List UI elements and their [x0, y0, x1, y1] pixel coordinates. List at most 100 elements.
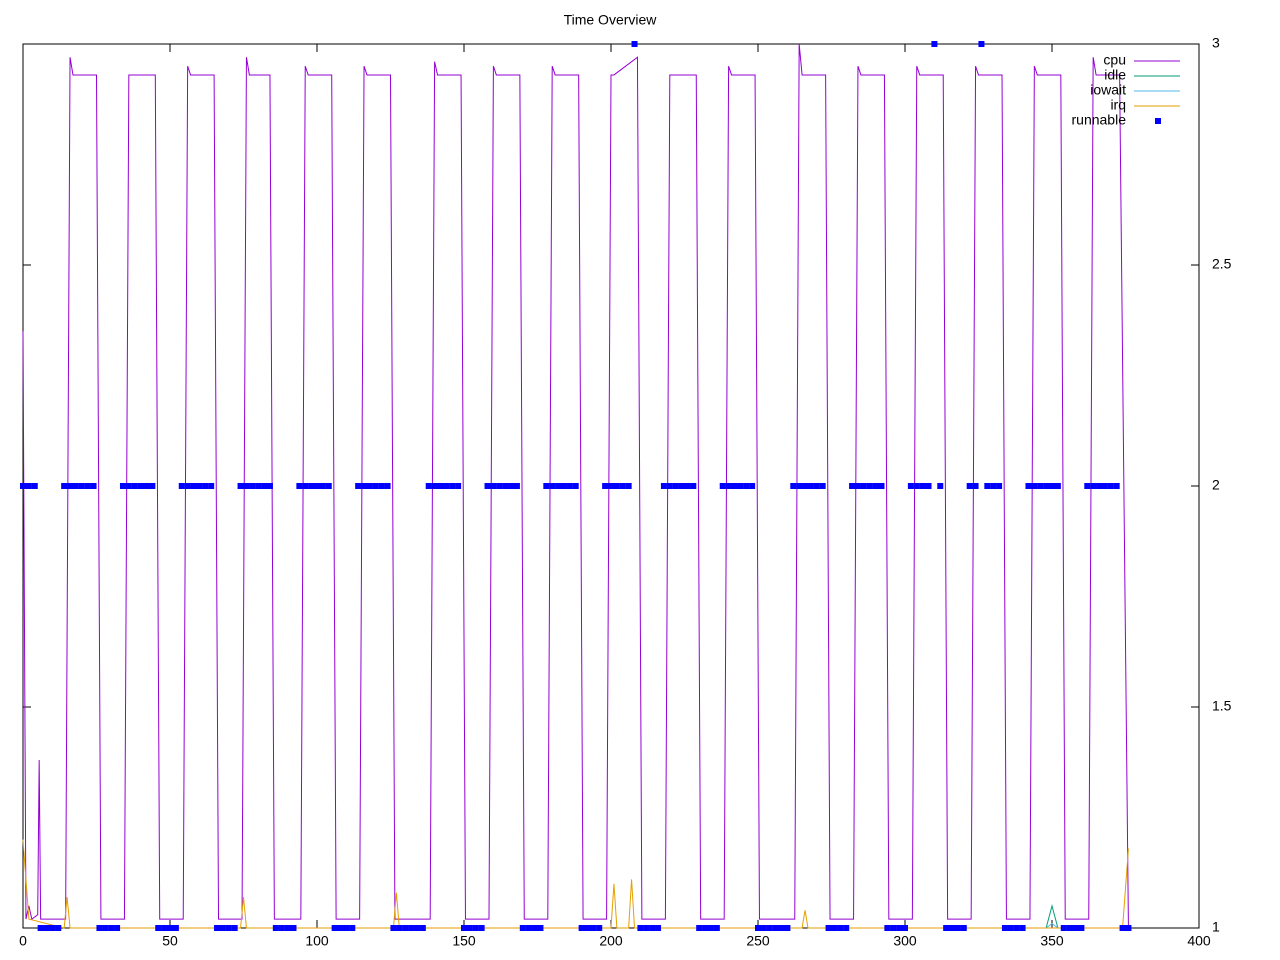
- point: [1078, 925, 1085, 931]
- point: [84, 483, 91, 489]
- point: [678, 483, 685, 489]
- point: [843, 925, 850, 931]
- point: [413, 925, 420, 931]
- x-tick-label: 350: [1040, 933, 1064, 949]
- point: [590, 925, 597, 931]
- point: [807, 483, 814, 489]
- point: [619, 483, 626, 489]
- point: [772, 925, 779, 931]
- point: [1037, 483, 1044, 489]
- point: [443, 483, 450, 489]
- point: [214, 925, 221, 931]
- x-tick-label: 200: [599, 933, 623, 949]
- point: [1054, 483, 1061, 489]
- x-tick-label: 0: [19, 933, 27, 949]
- point: [602, 483, 609, 489]
- point: [331, 925, 338, 931]
- point: [31, 483, 38, 489]
- point: [1125, 925, 1132, 931]
- point: [1072, 925, 1079, 931]
- point: [55, 925, 62, 931]
- legend-label: irq: [1110, 97, 1126, 113]
- point: [860, 483, 867, 489]
- point: [755, 925, 761, 931]
- point: [1066, 925, 1073, 931]
- legend-label: runnable: [1072, 112, 1127, 128]
- point: [555, 483, 562, 489]
- point: [631, 41, 638, 47]
- series-line: [1045, 903, 1059, 929]
- point: [378, 483, 385, 489]
- point: [461, 925, 467, 931]
- point: [966, 483, 973, 489]
- point: [643, 925, 650, 931]
- point: [702, 925, 709, 931]
- point: [684, 483, 691, 489]
- point: [972, 483, 979, 489]
- x-tick-label: 150: [452, 933, 476, 949]
- point: [261, 483, 268, 489]
- point: [978, 41, 985, 47]
- point: [361, 483, 368, 489]
- point: [366, 483, 373, 489]
- point: [596, 925, 603, 931]
- point: [337, 925, 344, 931]
- point: [784, 925, 791, 931]
- point: [372, 483, 379, 489]
- point: [813, 483, 820, 489]
- point: [531, 925, 538, 931]
- point: [1084, 483, 1091, 489]
- point: [1113, 483, 1120, 489]
- point: [137, 483, 144, 489]
- legend-label: iowait: [1090, 82, 1126, 98]
- point: [196, 483, 203, 489]
- point: [919, 483, 926, 489]
- point: [343, 925, 350, 931]
- point: [707, 925, 714, 931]
- point: [349, 925, 356, 931]
- point: [102, 925, 109, 931]
- point: [472, 925, 479, 931]
- point: [496, 483, 503, 489]
- point: [913, 483, 920, 489]
- point: [831, 925, 838, 931]
- chart-title: Time Overview: [564, 12, 658, 28]
- point: [425, 483, 432, 489]
- point: [290, 925, 297, 931]
- point: [537, 925, 544, 931]
- point: [131, 483, 138, 489]
- point: [1001, 925, 1008, 931]
- x-tick-label: 250: [746, 933, 770, 949]
- point: [637, 925, 644, 931]
- point: [167, 925, 173, 931]
- point: [202, 483, 209, 489]
- point: [272, 925, 279, 931]
- point: [119, 483, 126, 489]
- point: [513, 483, 520, 489]
- point: [731, 483, 738, 489]
- point: [20, 483, 26, 489]
- point: [25, 483, 32, 489]
- point: [990, 483, 997, 489]
- point: [696, 925, 703, 931]
- point: [96, 925, 103, 931]
- point: [660, 483, 667, 489]
- point: [790, 483, 797, 489]
- point: [613, 483, 620, 489]
- series-line: [1045, 922, 1059, 929]
- point: [837, 925, 844, 931]
- point: [749, 483, 756, 489]
- point: [954, 925, 961, 931]
- point: [225, 925, 232, 931]
- point: [796, 483, 803, 489]
- point: [502, 483, 509, 489]
- point: [319, 483, 326, 489]
- point: [854, 483, 861, 489]
- point: [314, 483, 320, 489]
- point: [296, 483, 303, 489]
- point: [960, 925, 967, 931]
- point: [884, 925, 891, 931]
- point: [143, 483, 150, 489]
- point: [431, 483, 438, 489]
- point: [984, 483, 991, 489]
